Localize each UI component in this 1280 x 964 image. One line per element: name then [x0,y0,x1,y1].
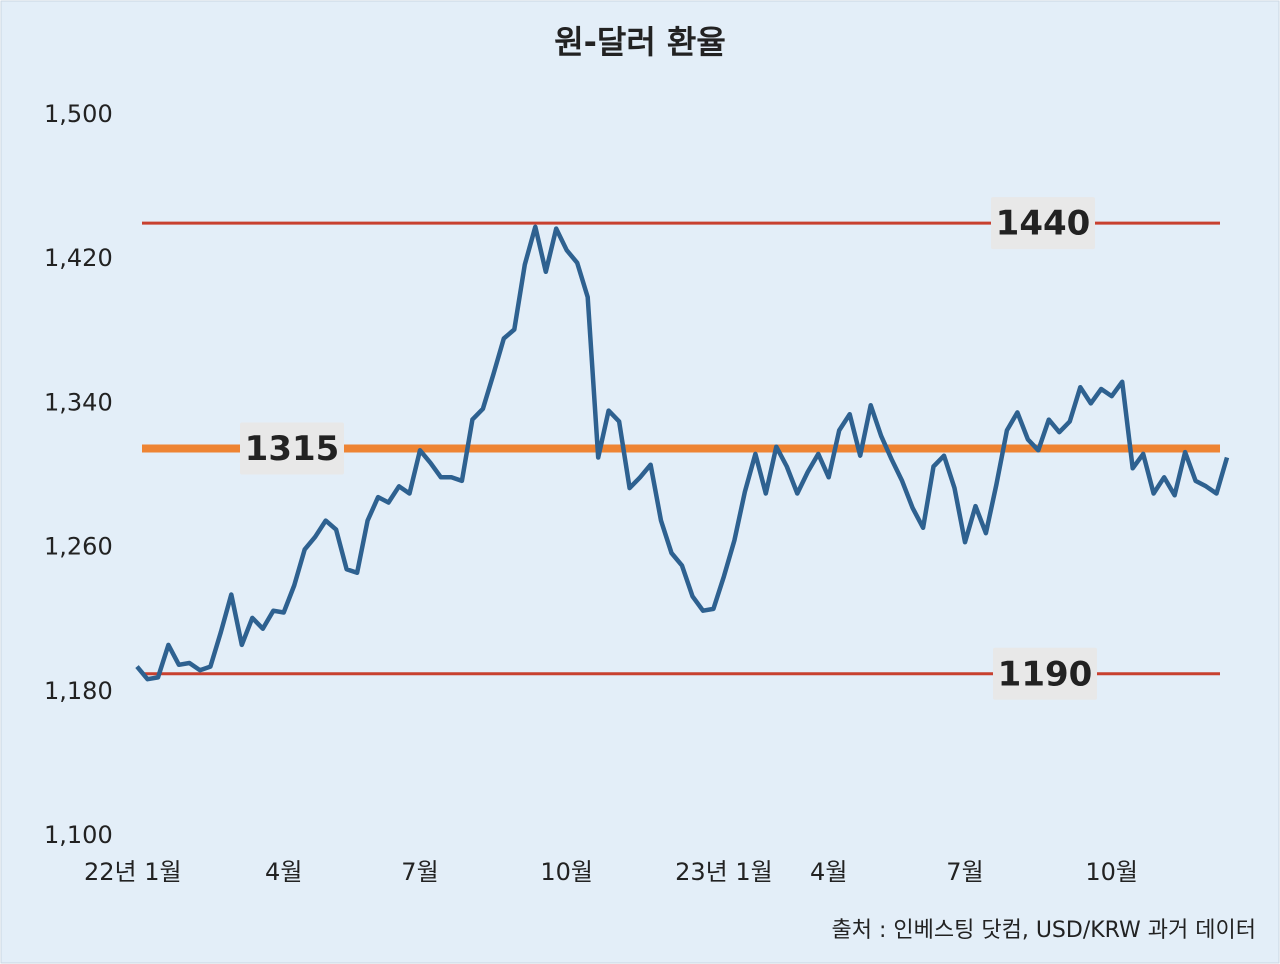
x-tick-label: 23년 1월 [675,858,773,886]
reference-label: 1440 [996,204,1091,244]
y-tick-label: 1,180 [44,677,113,705]
x-tick-label: 4월 [265,858,302,886]
source-note: 출처 : 인베스팅 닷컴, USD/KRW 과거 데이터 [832,918,1256,943]
y-tick-label: 1,500 [44,100,113,128]
y-tick-label: 1,100 [44,821,113,849]
x-tick-label: 10월 [1085,858,1138,886]
x-tick-label: 22년 1월 [84,858,182,886]
reference-label: 1315 [245,429,340,469]
reference-label: 1190 [998,654,1093,694]
x-tick-label: 10월 [540,858,593,886]
reference-label-box [991,197,1095,250]
y-tick-label: 1,340 [44,388,113,416]
chart-title: 원-달러 환율 [554,23,726,61]
x-tick-label: 4월 [810,858,847,886]
y-tick-label: 1,260 [44,533,113,561]
x-tick-label: 7월 [401,858,438,886]
reference-label-box [240,422,344,475]
y-tick-label: 1,420 [44,244,113,272]
data-line [135,224,1230,682]
x-tick-label: 7월 [946,858,983,886]
reference-label-box [993,647,1097,700]
